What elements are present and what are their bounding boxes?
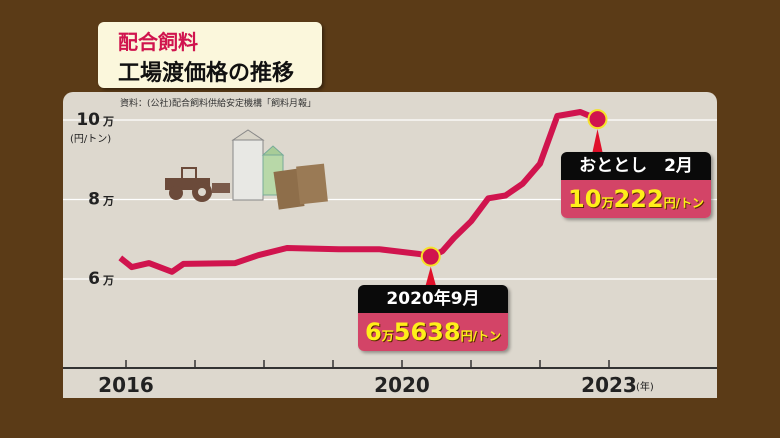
x-tick-label: 2023 xyxy=(581,373,637,397)
highlight-marker xyxy=(587,109,608,130)
x-tick-label: 2016 xyxy=(98,373,154,397)
callout-2023-02: おととし 2月 10万222円/トン xyxy=(561,152,711,218)
source-note: 資料：(公社)配合飼料供給安定機構「飼料月報」 xyxy=(120,99,317,109)
highlight-marker xyxy=(420,246,441,267)
y-tick-label: 8 xyxy=(88,190,100,210)
title-line1: 配合飼料 xyxy=(118,30,198,54)
callout-value: 6万5638円/トン xyxy=(358,313,508,351)
series-line xyxy=(118,109,599,275)
callout-header: 2020年9月 xyxy=(358,285,508,313)
value-unit: 円/トン xyxy=(663,196,704,210)
x-axis-unit: (年) xyxy=(636,380,654,393)
value-man-unit: 万 xyxy=(381,329,394,343)
silo-icon xyxy=(231,129,285,201)
value-unit: 円/トン xyxy=(460,329,501,343)
callout-value: 10万222円/トン xyxy=(561,180,711,218)
y-tick-unit: 万 xyxy=(102,274,114,287)
tractor-icon xyxy=(165,167,230,202)
title-box: 配合飼料 工場渡価格の推移 xyxy=(98,22,322,88)
value-man: 10 xyxy=(568,185,602,213)
callout-2020-09: 2020年9月 6万5638円/トン xyxy=(358,285,508,351)
y-tick-label: 6 xyxy=(88,269,100,289)
y-tick-unit: 万 xyxy=(102,115,114,128)
value-man-unit: 万 xyxy=(601,196,614,210)
y-axis-label: (円/トン) xyxy=(70,134,111,145)
callout-pointer xyxy=(592,129,603,152)
value-man: 6 xyxy=(365,318,382,346)
feed-bag-icon xyxy=(273,163,328,210)
title-line2: 工場渡価格の推移 xyxy=(118,61,295,86)
value-rest: 222 xyxy=(613,185,664,213)
feed-illustration xyxy=(165,129,328,210)
y-tick-unit: 万 xyxy=(102,195,114,208)
x-tick-label: 2020 xyxy=(374,373,430,397)
callout-pointer xyxy=(425,266,436,285)
y-tick-label: 10 xyxy=(76,110,100,130)
x-axis-band xyxy=(63,369,717,398)
callout-header: おととし 2月 xyxy=(561,152,711,180)
value-rest: 5638 xyxy=(393,318,461,346)
